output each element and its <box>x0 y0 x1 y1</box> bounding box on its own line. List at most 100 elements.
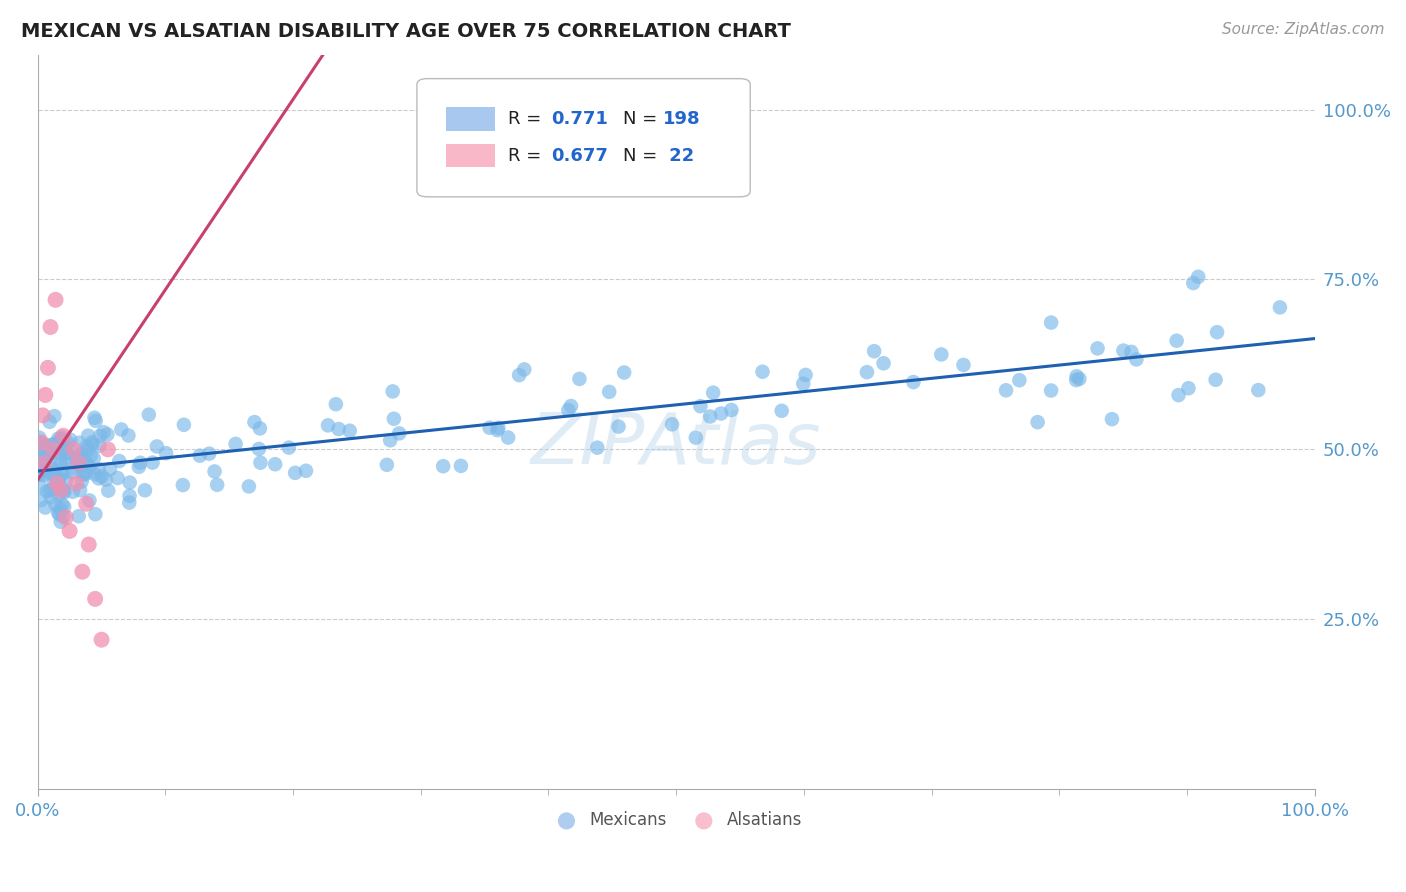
Point <box>30 435 52 450</box>
Point <box>134 483 156 498</box>
Point <box>82 435 104 450</box>
Point <box>52 442 75 457</box>
Point <box>77 428 100 442</box>
Point <box>325 397 347 411</box>
Point <box>30 449 52 463</box>
Point <box>39 466 62 480</box>
Point <box>48 442 70 456</box>
Point <box>41 482 63 496</box>
Point <box>65 476 87 491</box>
Point <box>67 435 90 450</box>
Point <box>792 376 814 391</box>
Point <box>382 411 405 425</box>
Point <box>51 442 73 457</box>
Point <box>41 461 63 475</box>
Point <box>118 489 141 503</box>
Point <box>28 431 51 445</box>
Point <box>710 407 733 421</box>
Point <box>108 454 131 468</box>
Point <box>34 453 56 467</box>
Point <box>27 468 49 483</box>
Point <box>118 475 141 490</box>
Point <box>51 437 73 451</box>
Point <box>72 565 94 579</box>
Point <box>1121 344 1143 359</box>
Point <box>65 452 87 467</box>
Point <box>1026 415 1049 429</box>
Point <box>97 442 120 457</box>
Point <box>55 510 77 524</box>
Text: R =: R = <box>508 146 547 165</box>
Point <box>1182 276 1205 290</box>
Point <box>44 469 66 483</box>
Point <box>1177 381 1199 395</box>
FancyBboxPatch shape <box>418 78 751 197</box>
Point <box>48 488 70 502</box>
Point <box>67 449 90 463</box>
Point <box>607 419 630 434</box>
Point <box>49 483 72 497</box>
Point <box>107 471 129 485</box>
Point <box>46 474 69 488</box>
Point <box>55 446 77 460</box>
Text: 0.771: 0.771 <box>551 110 607 128</box>
Point <box>35 484 58 499</box>
Point <box>450 458 472 473</box>
Point <box>205 477 228 491</box>
Point <box>72 467 94 482</box>
Point <box>52 429 75 443</box>
Point <box>1069 372 1091 386</box>
Point <box>264 457 287 471</box>
Point <box>46 506 69 520</box>
Point <box>45 476 67 491</box>
Point <box>1040 384 1063 398</box>
Point <box>486 421 509 435</box>
Point <box>146 440 169 454</box>
Point <box>53 485 76 500</box>
Point <box>51 498 73 512</box>
Point <box>38 415 60 429</box>
Point <box>89 439 111 453</box>
Point <box>60 466 83 480</box>
Point <box>44 446 66 460</box>
Point <box>117 428 139 442</box>
Point <box>31 435 53 450</box>
Point <box>856 365 879 379</box>
Bar <box>446 107 495 131</box>
Point <box>44 498 66 512</box>
Point <box>41 460 63 475</box>
Point <box>32 446 55 460</box>
Point <box>73 467 96 482</box>
Point <box>1112 343 1135 358</box>
Point <box>37 360 59 375</box>
Point <box>70 447 93 461</box>
Point <box>375 458 398 472</box>
Point <box>67 509 90 524</box>
Point <box>1066 369 1088 384</box>
Point <box>28 479 51 493</box>
Point <box>53 500 76 514</box>
Point <box>613 366 636 380</box>
Point <box>67 456 90 470</box>
Point <box>32 467 55 481</box>
Point <box>129 456 152 470</box>
Point <box>69 452 91 467</box>
Point <box>339 424 361 438</box>
Point <box>31 409 53 423</box>
Point <box>995 384 1018 398</box>
Point <box>75 497 97 511</box>
Point <box>93 425 115 439</box>
Point <box>702 385 724 400</box>
Point <box>51 465 73 479</box>
Point <box>243 415 266 429</box>
Point <box>45 480 67 494</box>
Point <box>45 293 67 307</box>
Point <box>1101 412 1123 426</box>
Point <box>98 462 121 476</box>
Point <box>903 375 925 389</box>
Point <box>49 432 72 446</box>
Point <box>598 384 620 399</box>
Point <box>1087 342 1109 356</box>
Point <box>1268 301 1291 315</box>
Point <box>689 399 711 413</box>
